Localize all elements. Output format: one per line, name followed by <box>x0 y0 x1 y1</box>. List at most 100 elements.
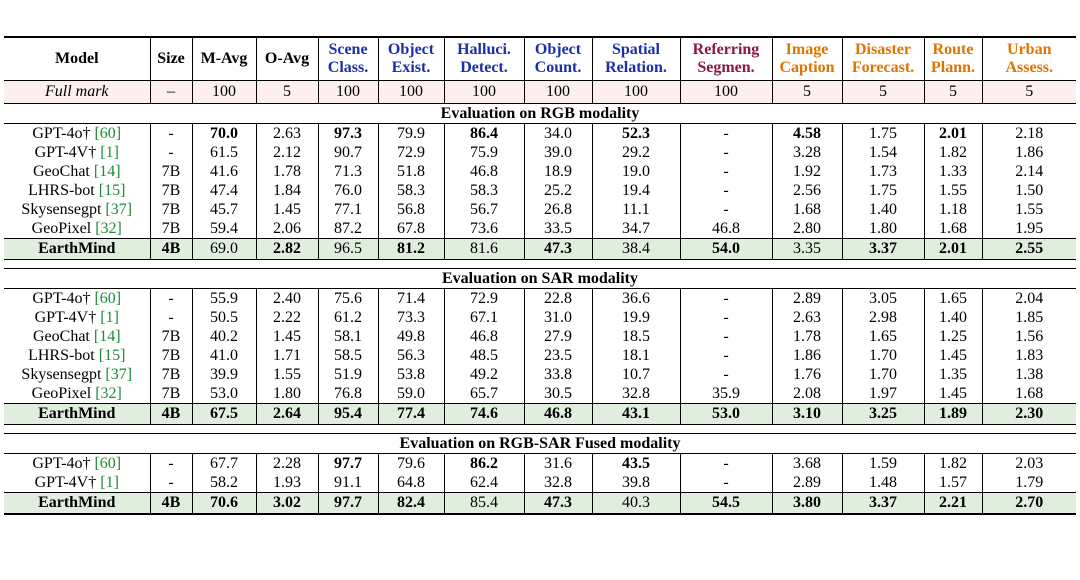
score-cell: 31.0 <box>524 308 593 327</box>
score-cell: 11.1 <box>592 200 681 219</box>
citation-link[interactable]: [37] <box>105 200 133 218</box>
citation-link[interactable]: [60] <box>94 124 122 142</box>
score-cell: 31.6 <box>524 453 593 473</box>
column-header-text: Segmen. <box>697 59 755 76</box>
score-cell: 2.12 <box>256 143 319 162</box>
score-cell: 29.2 <box>592 143 681 162</box>
score-cell: 43.5 <box>592 453 681 473</box>
score-cell: 1.86 <box>1015 143 1044 161</box>
model-name: GPT-4V† <box>34 143 97 161</box>
model-name: GeoChat <box>32 162 90 180</box>
citation-link[interactable]: [32] <box>95 219 122 237</box>
score-cell: 49.2 <box>444 365 525 384</box>
citation-link[interactable]: [60] <box>94 289 122 307</box>
score-cell: 61.5 <box>192 143 257 162</box>
score-cell: 1.18 <box>924 200 983 219</box>
citation-link[interactable]: [14] <box>93 162 121 180</box>
full-mark-size: – <box>150 80 193 104</box>
table-row: GPT-4o† [60] -55.9 2.40 75.6 71.4 72.9 22.8 36.… <box>4 288 1076 308</box>
citation-link[interactable]: [1] <box>100 143 119 161</box>
score-cell: 1.70 <box>842 365 925 384</box>
score-cell: 1.89 <box>924 403 983 425</box>
score-cell: 1.68 <box>772 200 843 219</box>
score-cell: - <box>680 308 773 327</box>
model-size: 7B <box>150 219 193 239</box>
score-cell: 2.56 <box>772 181 843 200</box>
score-cell: 1.57 <box>924 473 983 493</box>
score-cell: 56.7 <box>444 200 525 219</box>
column-header-text: Referring <box>692 41 760 58</box>
score-cell: 2.30 <box>982 403 1076 425</box>
model-name: GPT-4V† <box>34 308 97 326</box>
citation-link[interactable]: [1] <box>100 473 119 491</box>
score-cell: 3.37 <box>842 492 925 515</box>
score-cell: 47.3 <box>524 238 593 260</box>
full-mark-value: 100 <box>444 80 525 104</box>
score-cell: 59.0 <box>378 384 445 404</box>
model-size: 7B <box>150 346 193 365</box>
column-header: Route Plann. <box>924 37 983 81</box>
score-cell: 2.63 <box>772 308 843 327</box>
model-name-cell: GPT-4o† [60] <box>4 453 151 473</box>
citation-link[interactable]: [15] <box>98 181 126 199</box>
score-cell: - <box>680 346 773 365</box>
score-cell: 1.38 <box>1015 365 1044 383</box>
score-cell: 2.21 <box>924 492 983 515</box>
score-cell: 65.7 <box>444 384 525 404</box>
score-cell: 39.9 <box>192 365 257 384</box>
full-mark-value: 5 <box>256 80 319 104</box>
score-cell: 2.04 <box>1015 289 1044 307</box>
score-cell: 2.14 <box>1015 162 1044 180</box>
section-title: Evaluation on SAR modality <box>4 268 1076 289</box>
score-cell: 67.1 <box>444 308 525 327</box>
score-cell: 2.01 <box>924 123 983 143</box>
score-cell: 19.0 <box>592 162 681 181</box>
citation-link[interactable]: [32] <box>95 384 122 402</box>
citation-link[interactable]: [60] <box>94 454 122 472</box>
score-cell: 1.48 <box>842 473 925 493</box>
score-cell: 51.8 <box>378 162 445 181</box>
table-row: GPT-4V† [1] -58.2 1.93 91.1 64.8 62.4 32.8 39.8… <box>4 473 1076 493</box>
model-name: Skysensegpt <box>21 200 102 218</box>
score-cell: - <box>680 181 773 200</box>
score-cell: 1.50 <box>1015 181 1044 199</box>
citation-link[interactable]: [15] <box>98 346 126 364</box>
model-name-cell: LHRS-bot [15] <box>4 346 151 365</box>
score-cell: 1.45 <box>924 384 983 404</box>
score-cell: 18.9 <box>524 162 593 181</box>
score-cell: 1.83 <box>1015 346 1044 364</box>
citation-link[interactable]: [1] <box>100 308 119 326</box>
model-name-cell: GPT-4o† [60] <box>4 288 151 308</box>
model-size: 7B <box>150 327 193 346</box>
column-header-text: O-Avg <box>264 50 310 67</box>
score-cell: 58.2 <box>192 473 257 493</box>
score-cell: 2.28 <box>256 453 319 473</box>
score-cell: 48.5 <box>444 346 525 365</box>
score-cell: 46.8 <box>524 403 593 425</box>
score-cell: 67.8 <box>378 219 445 239</box>
section-spacer <box>4 259 1076 269</box>
citation-link[interactable]: [37] <box>105 365 133 383</box>
score-cell: 73.3 <box>378 308 445 327</box>
score-cell: 46.8 <box>680 219 773 239</box>
score-cell: 3.35 <box>772 238 843 260</box>
score-cell: 58.5 <box>318 346 379 365</box>
score-cell: 58.1 <box>318 327 379 346</box>
model-name-cell: Skysensegpt [37] <box>4 365 151 384</box>
score-cell: 79.9 <box>378 123 445 143</box>
section-title: Evaluation on RGB-SAR Fused modality <box>4 433 1076 454</box>
model-name-cell: EarthMind <box>4 238 151 260</box>
score-cell: - <box>680 453 773 473</box>
score-cell: 2.98 <box>842 308 925 327</box>
citation-link[interactable]: [14] <box>93 327 121 345</box>
score-cell: 39.8 <box>592 473 681 493</box>
score-cell: 71.3 <box>318 162 379 181</box>
model-name-cell: GPT-4V† [1] <box>4 308 151 327</box>
score-cell: 53.0 <box>192 384 257 404</box>
model-size: - <box>150 288 193 308</box>
model-size: 7B <box>150 181 193 200</box>
full-mark-value: 5 <box>924 80 983 104</box>
score-cell: 91.1 <box>318 473 379 493</box>
model-name: LHRS-bot <box>28 181 95 199</box>
model-name: LHRS-bot <box>28 346 95 364</box>
